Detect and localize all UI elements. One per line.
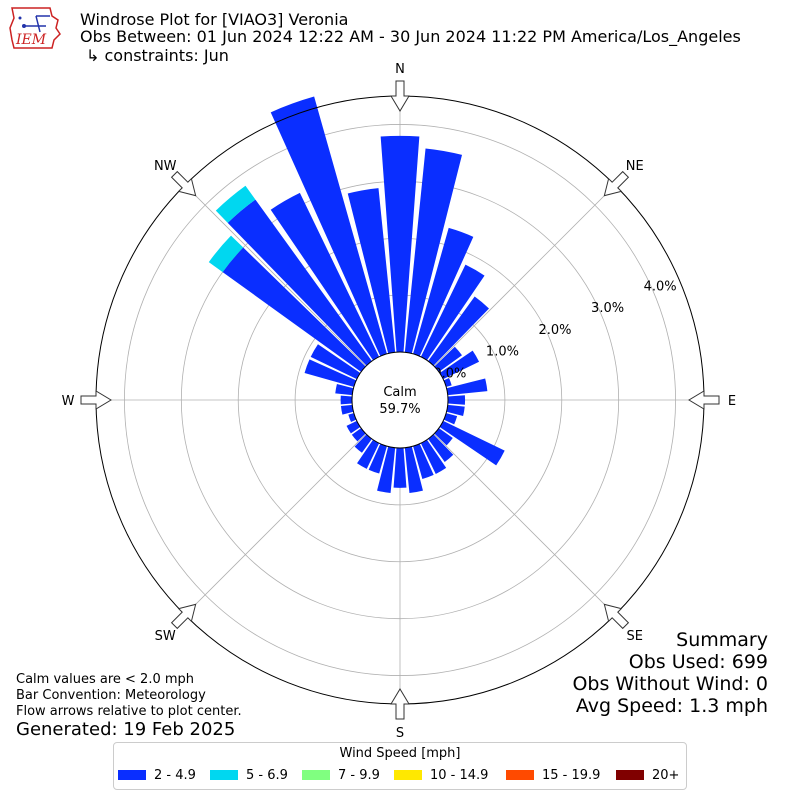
flow-arrow-nw bbox=[170, 170, 197, 197]
bar-2-4.9-dir-0 bbox=[380, 135, 420, 353]
direction-label-ne: NE bbox=[626, 159, 644, 174]
bar-convention-note: Bar Convention: Meteorology bbox=[16, 688, 206, 703]
bar-2-4.9-dir-60 bbox=[439, 350, 480, 380]
bar-2-4.9-dir-210 bbox=[357, 439, 380, 469]
legend-swatch bbox=[118, 769, 146, 780]
summary-heading: Summary bbox=[676, 629, 768, 651]
bar-2-4.9-dir-50 bbox=[434, 346, 463, 372]
radial-tick-label: 2.0% bbox=[538, 323, 571, 338]
bar-2-4.9-dir-200 bbox=[368, 443, 387, 474]
bar-2-4.9-dir-230 bbox=[351, 428, 366, 442]
legend-item-20-plus: 20+ bbox=[616, 768, 679, 784]
bar-2-4.9-dir-190 bbox=[377, 446, 396, 494]
bar-2-4.9-dir-90 bbox=[447, 395, 466, 405]
grid-spoke bbox=[433, 433, 616, 616]
bar-2-4.9-dir-330 bbox=[270, 192, 380, 361]
bar-2-4.9-dir-240 bbox=[346, 420, 361, 434]
bar-2-4.9-dir-260 bbox=[340, 404, 354, 415]
legend: Wind Speed [mph] 2 - 4.9 5 - 6.9 7 - 9.9… bbox=[113, 742, 687, 790]
iem-logo: IEM bbox=[6, 6, 64, 50]
legend-label: 20+ bbox=[652, 768, 680, 783]
legend-item-7-9.9: 7 - 9.9 bbox=[302, 768, 380, 784]
flow-arrow-w bbox=[80, 390, 112, 410]
flow-arrow-s bbox=[390, 688, 410, 720]
legend-label: 5 - 6.9 bbox=[246, 768, 288, 783]
summary-obs-without-wind: Obs Without Wind: 0 bbox=[572, 673, 768, 695]
bar-2-4.9-dir-180 bbox=[393, 447, 407, 488]
bar-2-4.9-dir-40 bbox=[428, 296, 489, 366]
direction-label-n: N bbox=[395, 62, 405, 77]
bar-2-4.9-dir-160 bbox=[413, 443, 434, 480]
generated-date: Generated: 19 Feb 2025 bbox=[16, 719, 236, 740]
direction-label-se: SE bbox=[627, 629, 643, 644]
grid-spoke bbox=[433, 184, 616, 367]
bar-2-4.9-dir-310 bbox=[222, 247, 366, 372]
legend-label: 15 - 19.9 bbox=[542, 768, 601, 783]
flow-arrow-sw bbox=[170, 603, 197, 630]
flow-arrow-e bbox=[688, 390, 720, 410]
chart-title: Windrose Plot for [VIAO3] Veronia bbox=[80, 10, 349, 29]
summary-avg-speed: Avg Speed: 1.3 mph bbox=[575, 695, 768, 717]
bar-2-4.9-dir-340 bbox=[270, 96, 387, 357]
grid-spoke bbox=[184, 184, 367, 367]
direction-label-s: S bbox=[396, 726, 404, 741]
radial-tick-label: 4.0% bbox=[644, 279, 677, 294]
bar-2-4.9-dir-290 bbox=[304, 359, 357, 387]
legend-label: 10 - 14.9 bbox=[430, 768, 489, 783]
direction-label-sw: SW bbox=[155, 629, 176, 644]
flow-arrows-note: Flow arrows relative to plot center. bbox=[16, 704, 242, 719]
bar-2-4.9-dir-110 bbox=[443, 413, 458, 425]
bar-2-4.9-dir-30 bbox=[420, 264, 485, 361]
direction-label-e: E bbox=[728, 394, 736, 409]
legend-swatch bbox=[302, 769, 330, 780]
legend-swatch bbox=[506, 769, 534, 780]
summary-obs-used: Obs Used: 699 bbox=[628, 651, 768, 673]
legend-swatch bbox=[394, 769, 422, 780]
calm-definition-note: Calm values are < 2.0 mph bbox=[16, 672, 195, 687]
bar-5-6.9-dir-310 bbox=[208, 235, 244, 273]
bar-2-4.9-dir-120 bbox=[439, 420, 505, 466]
calm-circle bbox=[351, 351, 449, 449]
legend-title: Wind Speed [mph] bbox=[339, 746, 461, 761]
bar-2-4.9-dir-150 bbox=[420, 439, 447, 474]
grid-spoke bbox=[184, 433, 367, 616]
bar-5-6.9-dir-320 bbox=[215, 185, 256, 223]
legend-label: 7 - 9.9 bbox=[338, 768, 380, 783]
svg-text:IEM: IEM bbox=[15, 32, 47, 48]
bar-2-4.9-dir-80 bbox=[446, 378, 488, 396]
direction-label-w: W bbox=[62, 394, 75, 409]
calm-label: Calm bbox=[383, 385, 416, 400]
flow-arrow-ne bbox=[603, 170, 630, 197]
bar-2-4.9-dir-140 bbox=[428, 434, 454, 463]
legend-item-10-14.9: 10 - 14.9 bbox=[394, 768, 488, 784]
direction-label-nw: NW bbox=[154, 159, 177, 174]
legend-item-15-19.9: 15 - 19.9 bbox=[506, 768, 600, 784]
calm-value: 59.7% bbox=[379, 402, 420, 417]
bar-2-4.9-dir-280 bbox=[335, 384, 354, 396]
legend-item-5-6.9: 5 - 6.9 bbox=[210, 768, 288, 784]
legend-swatch bbox=[616, 769, 644, 780]
bar-2-4.9-dir-300 bbox=[310, 344, 361, 380]
bar-2-4.9-dir-130 bbox=[434, 428, 453, 446]
bar-2-4.9-dir-320 bbox=[227, 199, 372, 366]
flow-arrow-n bbox=[390, 80, 410, 112]
bar-2-4.9-dir-350 bbox=[347, 188, 396, 354]
bar-2-4.9-dir-20 bbox=[413, 227, 474, 357]
legend-item-2-4.9: 2 - 4.9 bbox=[118, 768, 196, 784]
bar-2-4.9-dir-170 bbox=[404, 446, 423, 494]
radial-tick-label: 3.0% bbox=[591, 301, 624, 316]
obs-period: Obs Between: 01 Jun 2024 12:22 AM - 30 J… bbox=[80, 27, 741, 46]
constraints-label: ↳ constraints: Jun bbox=[86, 46, 229, 65]
bar-2-4.9-dir-10 bbox=[404, 148, 463, 354]
legend-label: 2 - 4.9 bbox=[154, 768, 196, 783]
bar-2-4.9-dir-220 bbox=[354, 434, 372, 453]
legend-swatch bbox=[210, 769, 238, 780]
flow-arrow-se bbox=[603, 603, 630, 630]
radial-tick-label: 1.0% bbox=[486, 345, 519, 360]
bar-2-4.9-dir-100 bbox=[446, 404, 465, 416]
bar-2-4.9-dir-270 bbox=[340, 395, 353, 405]
